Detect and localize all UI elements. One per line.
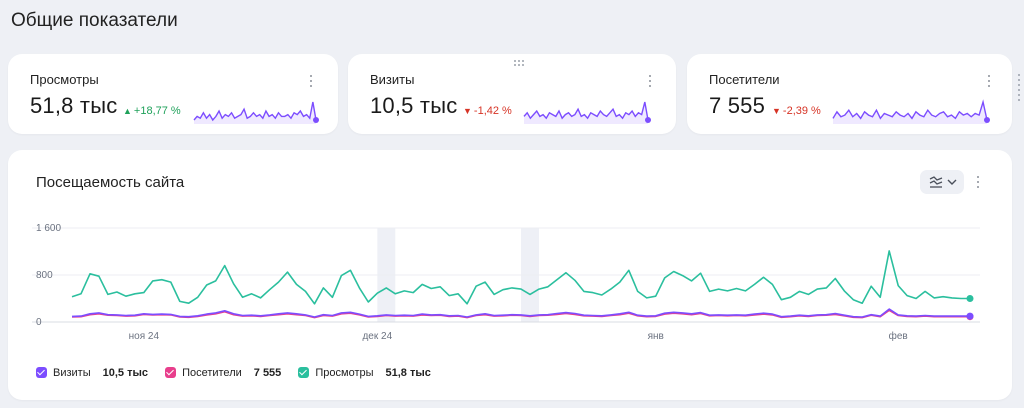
series-line-views [71, 250, 970, 305]
legend-item-visits[interactable]: Визиты 10,5 тыс [36, 367, 148, 379]
metric-card-visitors[interactable]: Посетители 7 555 ▼ -2,39 % [687, 54, 1012, 134]
metric-label: Просмотры [30, 72, 99, 87]
checkbox-icon[interactable] [36, 367, 47, 379]
metric-delta: ▲ +18,77 % [123, 105, 181, 117]
metric-value: 51,8 тыс [30, 93, 118, 118]
sparkline-area [194, 102, 316, 124]
line-chart-icon [929, 176, 957, 188]
y-tick-label: 0 [36, 317, 42, 328]
drag-handle-icon[interactable] [514, 60, 526, 68]
sparkline-area [833, 102, 987, 124]
kebab-icon[interactable] [644, 72, 656, 90]
sparkline-end-point [313, 117, 319, 123]
chart-legend: Визиты 10,5 тыс Посетители 7 555 Просмотры… [36, 367, 445, 379]
kebab-icon[interactable] [983, 72, 995, 90]
sparkline-chart [832, 99, 990, 124]
sparkline-line [832, 99, 988, 121]
legend-value: 51,8 тыс [385, 367, 431, 380]
chart-title: Посещаемость сайта [36, 174, 185, 191]
metric-label: Визиты [370, 72, 415, 87]
page-title: Общие показатели [11, 10, 178, 31]
checkbox-icon[interactable] [298, 367, 310, 379]
chevron-down-icon [947, 179, 957, 185]
sparkline-chart [523, 101, 651, 124]
legend-label: Визиты [53, 367, 91, 380]
metric-delta: ▼ -1,42 % [463, 105, 512, 117]
legend-item-visitors[interactable]: Посетители 7 555 [165, 367, 281, 379]
metric-delta: ▼ -2,39 % [772, 105, 821, 117]
kebab-icon[interactable] [972, 173, 984, 191]
legend-label: Просмотры [315, 367, 374, 380]
sparkline-chart [193, 101, 319, 124]
metric-delta-value: -2,39 % [782, 105, 821, 117]
x-tick-label: фев [889, 330, 908, 342]
metric-card-visits[interactable]: Визиты 10,5 тыс ▼ -1,42 % [348, 54, 676, 134]
chart-type-button[interactable] [920, 170, 964, 194]
kebab-icon[interactable] [305, 72, 317, 90]
legend-value: 7 555 [253, 367, 282, 380]
series-end-point-views [966, 295, 974, 302]
legend-item-views[interactable]: Просмотры 51,8 тыс [298, 367, 431, 379]
sparkline-end-point [645, 117, 651, 123]
legend-value: 10,5 тыс [102, 367, 148, 380]
triangle-up-icon: ▲ [123, 106, 132, 116]
traffic-line-chart: 1 600 800 0 ноя 24 дек 24 янв фев [32, 223, 980, 342]
series-end-point-visits [966, 312, 974, 320]
metric-value: 7 555 [709, 93, 766, 118]
metric-card-views[interactable]: Просмотры 51,8 тыс ▲ +18,77 % [8, 54, 338, 134]
series-line-visits [71, 308, 970, 318]
checkbox-icon[interactable] [165, 367, 177, 379]
x-tick-label: янв [648, 331, 664, 342]
scroll-handle-icon[interactable] [1014, 70, 1024, 110]
triangle-down-icon: ▼ [772, 106, 781, 116]
x-tick-label: дек 24 [362, 331, 392, 342]
sparkline-area [524, 102, 648, 124]
legend-label: Посетители [182, 367, 242, 380]
sparkline-line [193, 101, 317, 122]
traffic-chart-card: Посещаемость сайта 1 600 800 0 ноя 24 дек 24… [8, 150, 1012, 400]
metric-delta-value: +18,77 % [133, 105, 181, 117]
x-tick-label: ноя 24 [129, 331, 160, 342]
metric-delta-value: -1,42 % [473, 105, 512, 117]
sparkline-line [523, 101, 649, 121]
y-tick-label: 800 [36, 270, 53, 281]
triangle-down-icon: ▼ [463, 106, 472, 116]
metric-value: 10,5 тыс [370, 93, 458, 118]
sparkline-end-point [984, 117, 990, 123]
metric-label: Посетители [709, 72, 780, 87]
y-tick-label: 1 600 [36, 223, 61, 234]
